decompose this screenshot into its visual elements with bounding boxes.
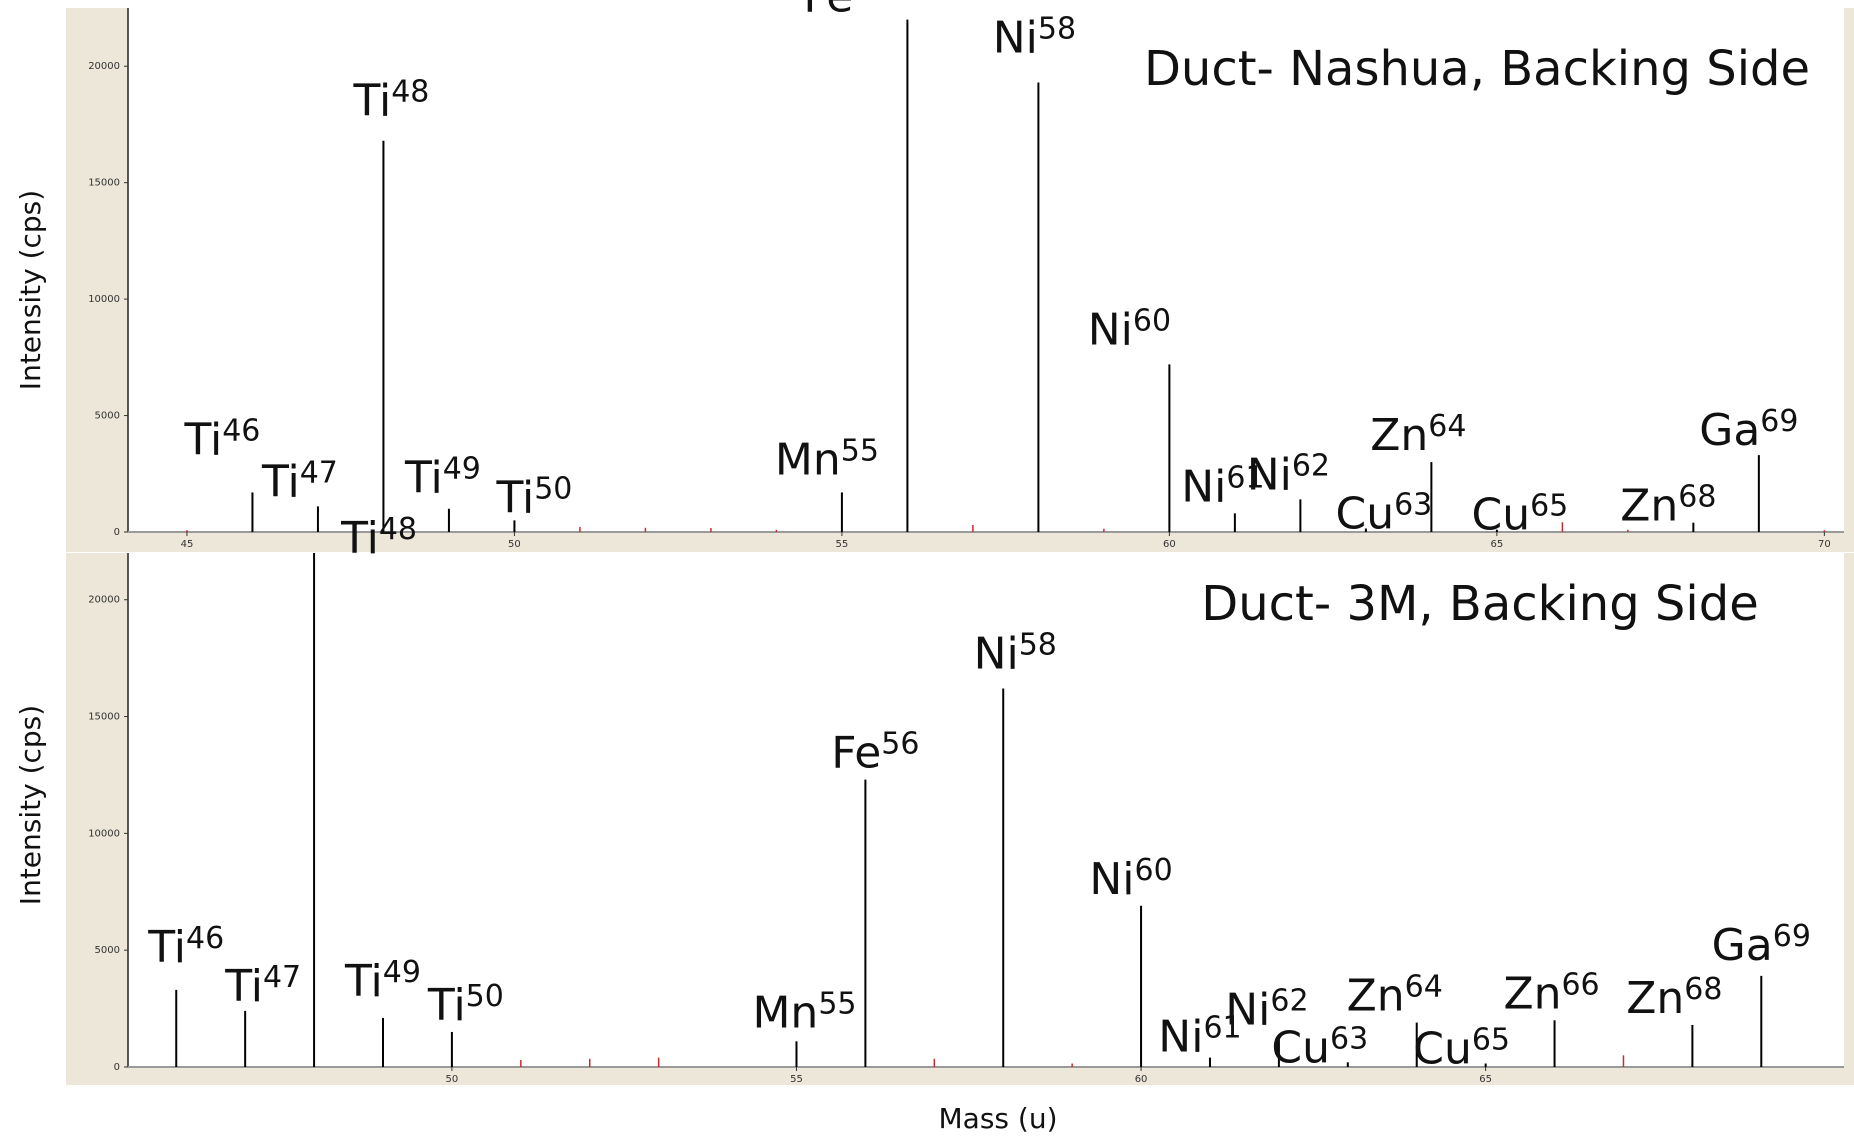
y-tick-label: 0: [114, 1062, 120, 1073]
peak-label: Ga69: [1712, 919, 1811, 971]
x-tick-label: 70: [1818, 539, 1831, 550]
peak-label: Ni60: [1089, 853, 1172, 905]
peak-label: Fe56: [831, 727, 919, 779]
y-tick-label: 20000: [88, 595, 120, 606]
y-tick-label: 10000: [88, 294, 120, 305]
x-tick-label: 65: [1491, 539, 1504, 550]
x-tick-label: 55: [790, 1074, 803, 1085]
peak-label: Zn68: [1620, 480, 1716, 532]
x-tick-label: 50: [508, 539, 521, 550]
y-axis-title: Intensity (cps): [14, 190, 47, 390]
y-tick-label: 5000: [95, 945, 120, 956]
x-tick-label: 45: [181, 539, 194, 550]
peak-label: Ti47: [224, 960, 301, 1012]
peak-label: Ni58: [974, 628, 1057, 680]
y-tick-label: 15000: [88, 712, 120, 723]
peak-label: Ga69: [1699, 404, 1798, 456]
plot-area: [128, 8, 1844, 532]
peak-label: Cu63: [1271, 1021, 1368, 1073]
peak-label: Ti49: [404, 452, 481, 504]
peak-label: Ni61: [1181, 460, 1264, 512]
peak-label: Ni62: [1247, 448, 1330, 500]
x-tick-label: 60: [1163, 539, 1176, 550]
y-tick-label: 20000: [88, 61, 120, 72]
peak-label: Ni61: [1158, 1011, 1241, 1063]
y-axis-title: Intensity (cps): [14, 705, 47, 905]
peak-label: Ni62: [1225, 984, 1308, 1036]
peak-label: Ti48: [340, 512, 417, 564]
peak-label: Zn64: [1347, 970, 1443, 1022]
x-axis-title: Mass (u): [939, 1102, 1058, 1135]
x-tick-label: 65: [1479, 1074, 1492, 1085]
peak-label: Ti46: [147, 921, 224, 973]
x-tick-label: 55: [836, 539, 849, 550]
y-tick-label: 10000: [88, 828, 120, 839]
peak-label: Ni60: [1088, 303, 1171, 355]
x-tick-label: 60: [1135, 1074, 1148, 1085]
peak-label: Cu63: [1335, 488, 1432, 540]
peak-label: Zn64: [1370, 409, 1466, 461]
peak-label: Ti49: [344, 955, 421, 1007]
plot-area: [128, 553, 1844, 1067]
peak-label: Mn55: [775, 433, 879, 485]
panel-title: Duct- 3M, Backing Side: [1201, 576, 1758, 632]
peak-label: Ti48: [352, 75, 429, 127]
peak-label: Ti46: [183, 413, 260, 465]
peak-label: Zn66: [1503, 967, 1599, 1019]
peak-label: Mn55: [752, 986, 856, 1038]
x-tick-label: 50: [446, 1074, 459, 1085]
peak-label: Cu65: [1471, 489, 1568, 541]
peak-label: Ti50: [427, 979, 504, 1031]
peak-label: Ni58: [993, 12, 1076, 64]
peak-label: Ti50: [495, 471, 572, 523]
y-tick-label: 15000: [88, 178, 120, 189]
peak-label: Fe56: [803, 0, 891, 23]
y-tick-label: 5000: [95, 411, 120, 422]
peak-label: Cu65: [1413, 1022, 1510, 1074]
peak-label: Ti47: [261, 455, 338, 507]
panel-title: Duct- Nashua, Backing Side: [1144, 41, 1810, 97]
peak-label: Zn68: [1626, 972, 1722, 1024]
y-tick-label: 0: [114, 527, 120, 538]
spectrum-panel-nashua: 0 5000 10000 15000 20000 45 50 55 60 65 70 Ti46Ti47…: [14, 0, 1854, 602]
